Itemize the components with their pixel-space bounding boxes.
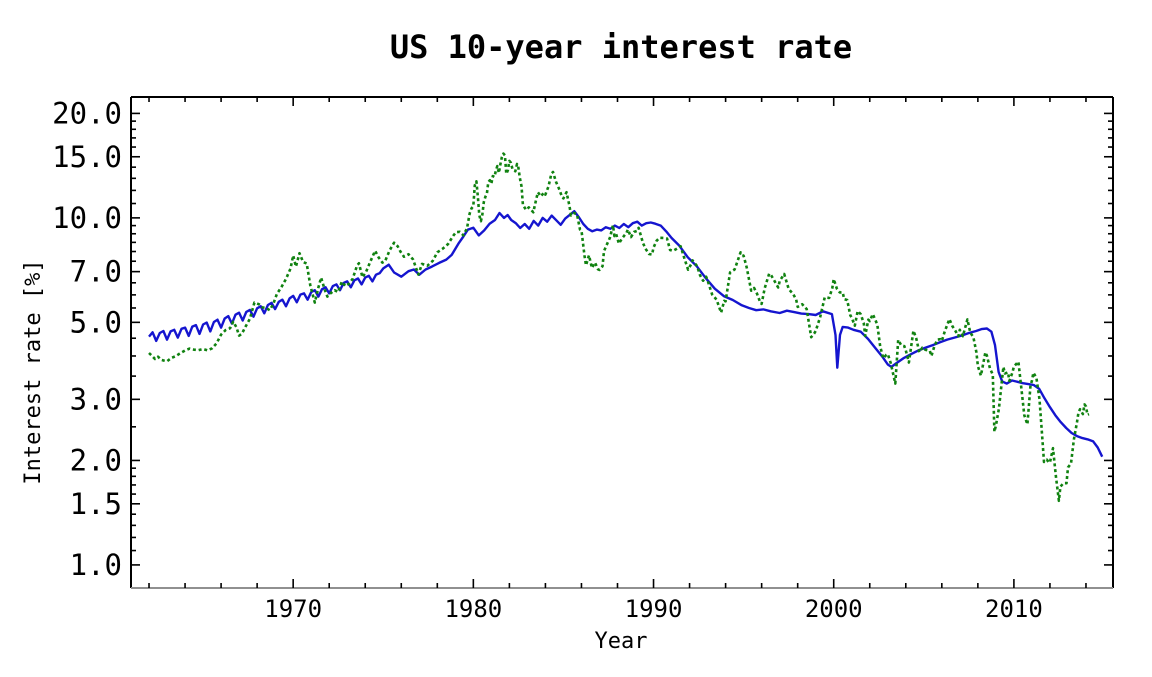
y-tick-label: 15.0 [52, 140, 122, 174]
y-tick-label: 20.0 [52, 96, 122, 130]
series-green-dashed-line [148, 152, 1090, 503]
y-tick-label: 1.0 [70, 548, 122, 582]
x-axis-label: Year [595, 629, 648, 654]
y-tick-label: 3.0 [70, 382, 122, 416]
y-tick-label: 7.0 [70, 255, 122, 289]
axis-ticks-group [131, 97, 1113, 588]
data-series-group [148, 152, 1104, 503]
chart-title: US 10-year interest rate [390, 28, 852, 66]
series-blue-solid-line [148, 209, 1104, 458]
x-tick-label: 1970 [264, 595, 322, 623]
x-tick-label: 1980 [444, 595, 502, 623]
y-tick-label: 2.0 [70, 443, 122, 477]
x-tick-label: 1990 [625, 595, 683, 623]
y-axis-label: Interest rate [%] [21, 259, 46, 484]
x-tick-label: 2000 [805, 595, 863, 623]
y-tick-label: 1.5 [70, 487, 122, 521]
y-tick-label: 10.0 [52, 201, 122, 235]
axis-tick-labels-group: 1970 1980 1990 2000 2010 20.0 15.0 10.0 7.0 5.0 3.… [52, 96, 1043, 623]
y-tick-label: 5.0 [70, 305, 122, 339]
x-tick-label: 2010 [985, 595, 1043, 623]
